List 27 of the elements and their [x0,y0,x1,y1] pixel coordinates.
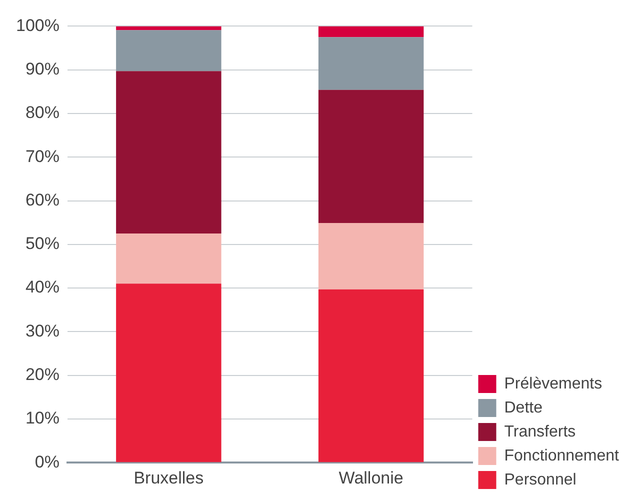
bar [318,37,424,90]
y-tick-label: 60% [25,190,60,210]
y-tick-label: 90% [25,60,60,79]
x-tick-label: Bruxelles [134,468,204,488]
bar [116,30,222,72]
bar [318,90,424,224]
y-tick-label: 10% [25,408,60,428]
legend-label: Dette [504,399,543,416]
bar [116,71,222,234]
y-tick-label: 80% [25,103,60,122]
legend-label: Fonctionnement [504,447,620,464]
bar [318,223,424,290]
y-tick-label: 0% [34,452,60,472]
legend-label: Prélèvements [504,375,602,392]
legend-label: Personnel [504,471,576,488]
y-tick-label: 40% [25,278,60,297]
bar [116,233,222,284]
y-tick-label: 100% [16,16,60,35]
bar [116,284,222,462]
y-tick-label: 30% [25,321,60,340]
bar [318,289,424,462]
y-tick-label: 70% [25,146,60,166]
bar [318,26,424,38]
x-tick-label: Wallonie [338,468,404,488]
y-tick-label: 20% [25,365,60,384]
legend-label: Transferts [504,423,576,440]
y-tick-label: 50% [25,234,60,254]
